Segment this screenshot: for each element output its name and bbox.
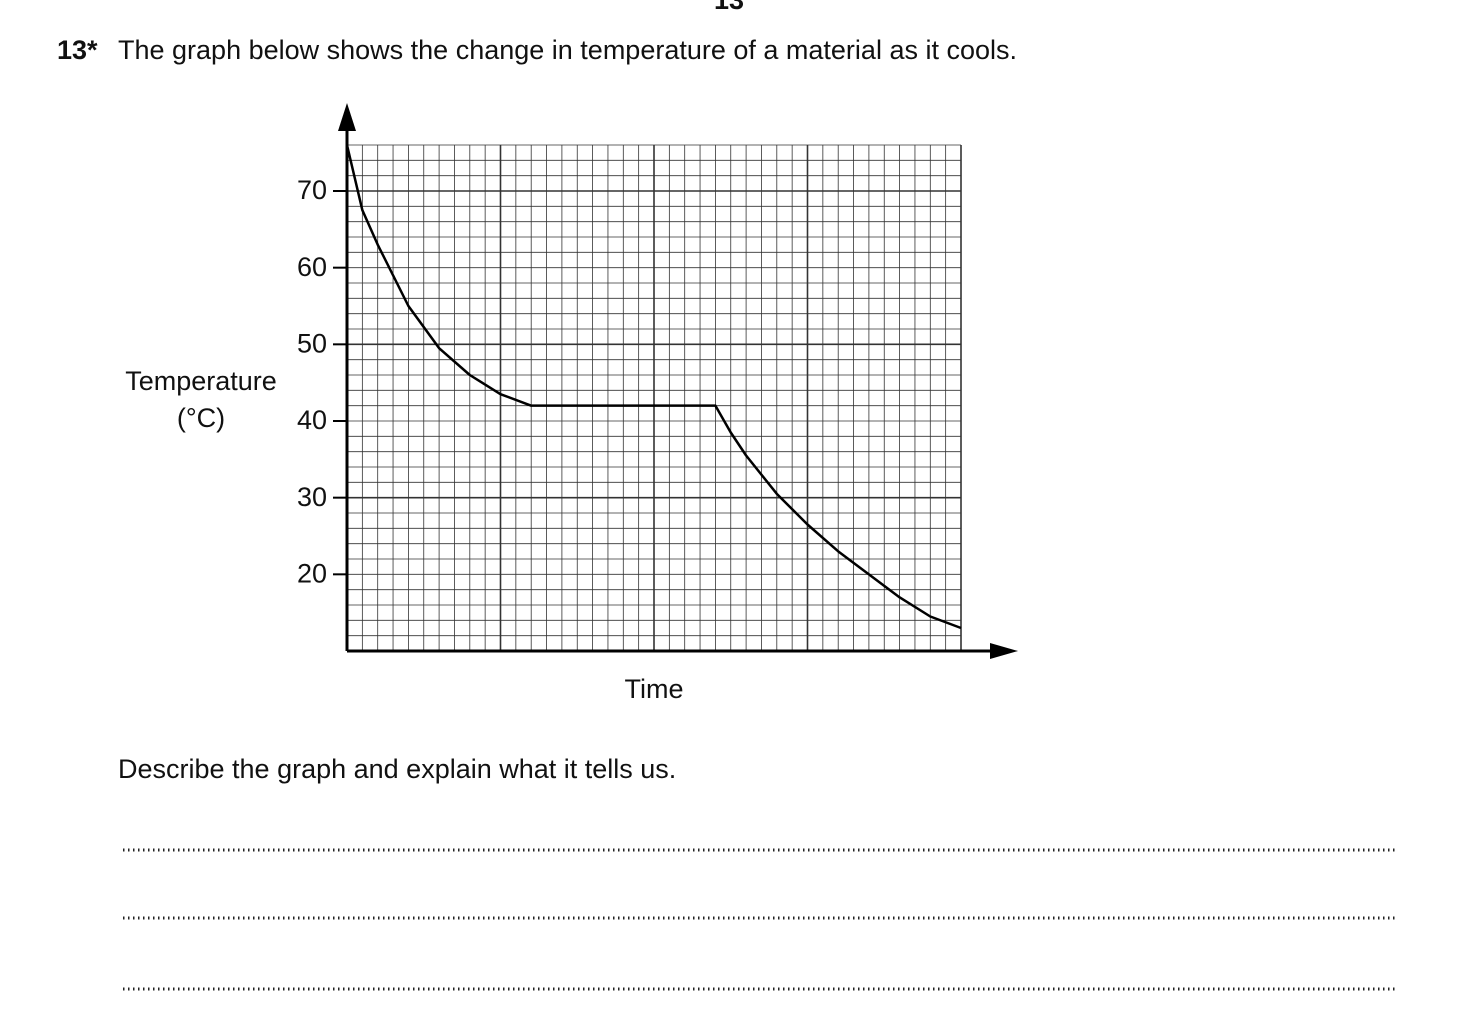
x-axis-label: Time (625, 674, 684, 704)
y-tick-label: 40 (297, 405, 327, 435)
y-tick-label: 70 (297, 175, 327, 205)
y-tick-label: 30 (297, 482, 327, 512)
y-axis-label: (°C) (177, 403, 225, 433)
question-number: 13* (57, 35, 98, 65)
page-number: 13 (714, 0, 744, 15)
x-axis-arrow (990, 643, 1018, 659)
y-axis-arrow (338, 103, 356, 131)
y-tick-label: 50 (297, 328, 327, 358)
y-axis-label: Temperature (125, 366, 277, 396)
chart: 20 30 40 50 60 70 Temperature (°C) Time (125, 103, 1018, 704)
y-tick-label: 60 (297, 252, 327, 282)
answer-lines (123, 848, 1395, 991)
y-tick-label: 20 (297, 558, 327, 588)
prompt: Describe the graph and explain what it t… (118, 754, 676, 784)
question-text: The graph below shows the change in temp… (118, 35, 1017, 65)
cooling-curve (345, 144, 962, 630)
